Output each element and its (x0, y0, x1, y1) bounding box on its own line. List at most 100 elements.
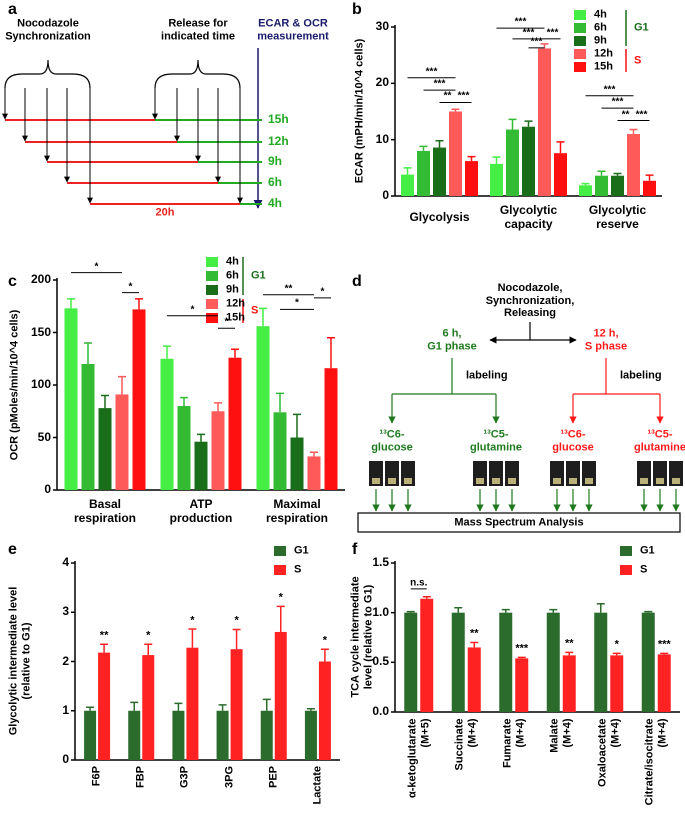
bar (449, 111, 462, 196)
bar (401, 174, 414, 196)
tube-sample (508, 478, 516, 484)
legend-swatch (574, 36, 586, 46)
bar (273, 412, 287, 490)
time-label: 4h (268, 196, 283, 211)
legend-group-label: S (251, 304, 259, 317)
error-bar (293, 413, 301, 438)
y-tick-label: 0 (62, 752, 69, 767)
analysis-label: Mass Spectrum Analysis (454, 516, 584, 529)
legend-label: 9h (226, 283, 239, 296)
error-bar (67, 298, 75, 309)
bar (467, 647, 481, 712)
time-label: 12h (268, 134, 289, 149)
bar (627, 134, 640, 196)
panel-label: b (352, 0, 362, 18)
error-bar (100, 643, 109, 653)
y-axis-label: TCA cycle intermediate level (relative t… (349, 576, 374, 698)
legend-swatch (574, 49, 586, 59)
x-tick-label: 3PG (223, 766, 236, 789)
y-tick-label: 0 (44, 482, 51, 497)
significance-label: *** (603, 83, 616, 95)
tube-sample (404, 478, 412, 484)
significance-label: *** (657, 639, 671, 652)
bar (307, 456, 321, 490)
legend-label: 12h (594, 47, 613, 60)
legend-label: S (640, 563, 648, 576)
legend-label: 12h (226, 297, 245, 310)
x-tick-label: Succinate (M+4) (453, 718, 479, 770)
tracer-label: ¹³C6- glucose (552, 428, 594, 453)
y-tick-label: 0.0 (372, 704, 389, 719)
bar (579, 185, 592, 196)
error-bar (492, 156, 501, 164)
bar (610, 655, 624, 712)
labeling-label: labeling (620, 369, 662, 382)
tracer-label: ¹³C5- glutamine (470, 428, 522, 453)
bar (324, 368, 338, 490)
time-label: 6h (268, 175, 283, 190)
x-tick-label: PEP (267, 766, 280, 789)
x-tick-label: FBP (134, 766, 147, 788)
significance-label: * (146, 629, 151, 642)
bar (290, 437, 304, 490)
legend-label: 4h (226, 255, 239, 268)
legend-label: G1 (294, 544, 309, 557)
error-bar (422, 596, 431, 599)
x-tick-label: Citrate/isocitrate (M+4) (643, 718, 669, 805)
y-tick-label: 0 (382, 188, 389, 203)
error-bar (135, 298, 143, 310)
error-bar (419, 145, 428, 151)
error-bar (613, 172, 622, 176)
error-bar (467, 155, 476, 162)
bar (562, 655, 576, 712)
bar (595, 175, 608, 196)
error-bar (188, 628, 197, 648)
y-tick-label: 10 (375, 131, 389, 146)
brace (154, 59, 241, 89)
significance-label: * (190, 303, 195, 315)
error-bar (454, 606, 463, 613)
legend-label: 9h (594, 34, 607, 47)
legend-label: S (294, 563, 302, 576)
bar (256, 326, 270, 490)
significance-label: *** (515, 643, 529, 656)
labeling-label: labeling (466, 369, 508, 382)
error-bar (259, 307, 267, 327)
tube-sample (640, 478, 648, 484)
legend-swatch (206, 257, 218, 267)
error-bar (470, 641, 479, 648)
bar (594, 612, 608, 712)
y-tick-label: 1 (62, 702, 69, 717)
significance-label: * (295, 297, 299, 309)
significance-label: ** (99, 629, 109, 642)
bar (172, 710, 185, 760)
panel-label: a (8, 0, 17, 18)
bar (177, 406, 191, 490)
x-tick-label: G3P (179, 766, 192, 789)
error-bar (276, 392, 284, 413)
y-tick-label: 200 (30, 272, 51, 287)
significance-label: * (614, 639, 619, 652)
error-bar (597, 170, 606, 176)
significance-label: * (234, 615, 239, 628)
legend-swatch (206, 299, 218, 309)
bar (160, 358, 174, 490)
tube-sample (672, 478, 680, 484)
y-tick-label: 20 (375, 75, 389, 90)
brace (4, 59, 91, 89)
error-bar (231, 348, 239, 358)
x-tick-label: Fumarate (M+4) (501, 718, 526, 768)
significance-label: * (224, 316, 229, 328)
bar (98, 408, 112, 490)
tube-sample (569, 478, 577, 484)
error-bar (435, 140, 444, 148)
error-bar (144, 643, 153, 656)
x-tick-label: Basal respiration (73, 497, 137, 525)
bar (433, 147, 446, 196)
significance-label: * (94, 260, 99, 272)
x-tick-label: ATP production (169, 497, 233, 525)
bar (522, 126, 535, 196)
legend-swatch (620, 546, 632, 556)
